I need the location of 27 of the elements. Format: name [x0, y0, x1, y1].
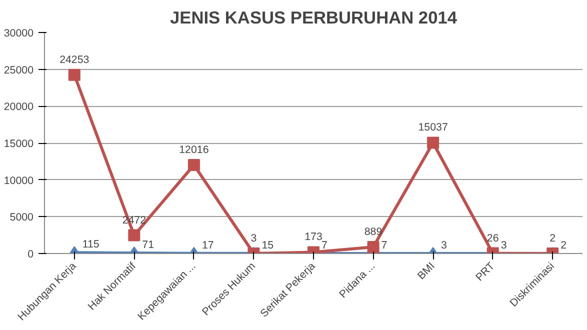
y-tick-label: 15000 — [4, 138, 34, 150]
data-label: 12016 — [179, 144, 209, 156]
y-tick-label: 20000 — [4, 101, 34, 114]
chart-title: JENIS KASUS PERBURUHAN 2014 — [170, 8, 458, 28]
data-label: 17 — [202, 239, 214, 252]
y-tick-label: 0 — [28, 248, 34, 260]
data-label: 173 — [304, 231, 322, 244]
y-tick-label: 5000 — [10, 212, 34, 224]
y-tick-label: 25000 — [4, 64, 34, 76]
data-label: 115 — [82, 238, 100, 251]
data-label: 7 — [322, 239, 328, 252]
data-label: 7 — [381, 239, 388, 252]
point — [188, 158, 200, 171]
data-label: 24253 — [60, 54, 90, 66]
data-label: 2 — [550, 232, 556, 244]
point — [427, 136, 440, 149]
data-label: 2 — [560, 239, 567, 252]
data-label: 15037 — [418, 122, 448, 134]
data-label: 71 — [142, 238, 154, 251]
x-tick-label: BMI — [415, 260, 438, 282]
y-tick-label: 30000 — [4, 28, 34, 40]
data-label: 15 — [262, 239, 274, 252]
data-label: 3 — [500, 239, 507, 252]
data-label: 3 — [250, 232, 257, 244]
data-label: 3 — [441, 239, 448, 252]
y-tick-label: 10000 — [4, 174, 34, 187]
data-label: 26 — [486, 232, 499, 244]
